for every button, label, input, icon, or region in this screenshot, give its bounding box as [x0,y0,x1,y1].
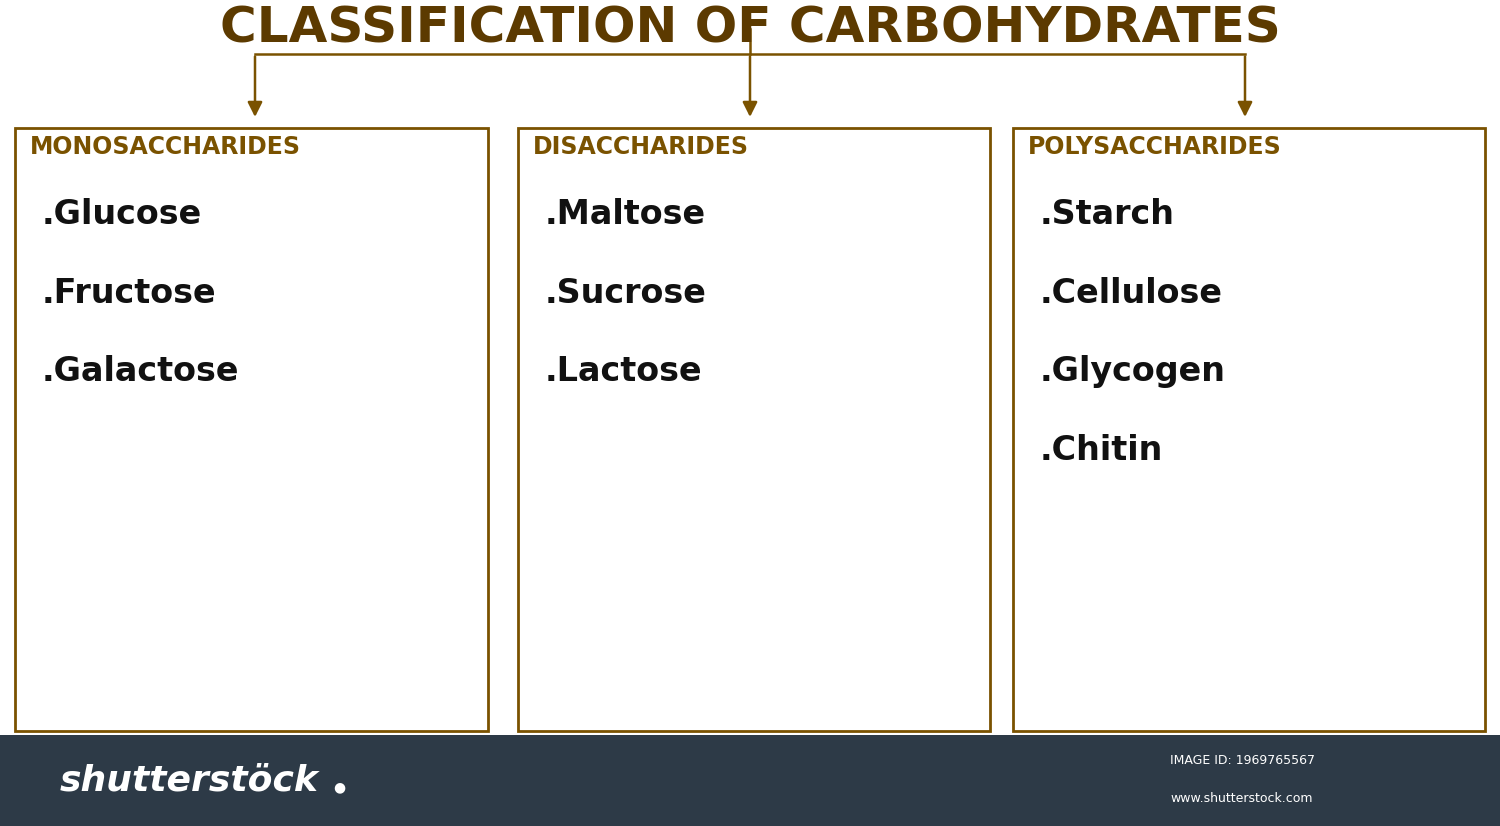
FancyBboxPatch shape [0,735,1500,826]
Text: DISACCHARIDES: DISACCHARIDES [532,135,748,159]
Text: .Galactose: .Galactose [42,355,240,388]
Text: IMAGE ID: 1969765567: IMAGE ID: 1969765567 [1170,754,1316,767]
Text: POLYSACCHARIDES: POLYSACCHARIDES [1028,135,1281,159]
FancyBboxPatch shape [518,128,990,731]
Text: CLASSIFICATION OF CARBOHYDRATES: CLASSIFICATION OF CARBOHYDRATES [219,4,1281,52]
Text: ●: ● [333,781,345,794]
Text: MONOSACCHARIDES: MONOSACCHARIDES [30,135,302,159]
Text: .Cellulose: .Cellulose [1040,277,1222,310]
Text: .Chitin: .Chitin [1040,434,1162,467]
FancyBboxPatch shape [15,128,488,731]
Text: .Lactose: .Lactose [544,355,702,388]
Text: .Glycogen: .Glycogen [1040,355,1226,388]
Text: .Starch: .Starch [1040,198,1174,231]
Text: .Fructose: .Fructose [42,277,216,310]
Text: .Glucose: .Glucose [42,198,203,231]
Text: www.shutterstock.com: www.shutterstock.com [1170,792,1312,805]
Text: .Maltose: .Maltose [544,198,705,231]
Text: shutterstöck: shutterstöck [60,763,320,798]
FancyBboxPatch shape [1013,128,1485,731]
Text: .Sucrose: .Sucrose [544,277,706,310]
